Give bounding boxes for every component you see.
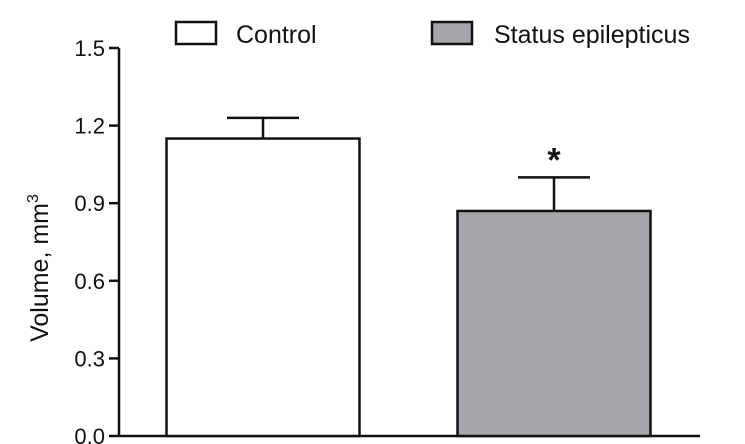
bar-status-epilepticus xyxy=(456,209,652,438)
y-tick-label-4: 1.2 xyxy=(74,114,105,139)
y-tick-label-5: 1.5 xyxy=(74,36,105,61)
y-axis-label: Volume, mm3 xyxy=(25,194,54,342)
significance-asterisk-0: * xyxy=(547,141,561,179)
legend: Control Status epilepticus xyxy=(174,20,690,49)
y-tick-label-1: 0.3 xyxy=(74,346,105,371)
bar-control xyxy=(165,137,361,438)
y-axis-label-text: Volume, mm xyxy=(26,203,54,342)
bars xyxy=(165,116,652,438)
y-tick-label-2: 0.6 xyxy=(74,269,105,294)
y-tick-label-3: 0.9 xyxy=(74,191,105,216)
legend-swatch-status-epilepticus xyxy=(430,20,474,46)
y-tick-label-0: 0.0 xyxy=(74,424,105,444)
y-ticks: 0.0 0.3 0.6 0.9 1.2 1.5 xyxy=(74,36,119,444)
y-axis-label-superscript: 3 xyxy=(25,194,42,203)
legend-label-status-epilepticus: Status epilepticus xyxy=(494,21,690,49)
legend-swatch-control xyxy=(174,20,218,46)
legend-label-control: Control xyxy=(236,21,317,49)
annotations: * xyxy=(547,141,561,179)
